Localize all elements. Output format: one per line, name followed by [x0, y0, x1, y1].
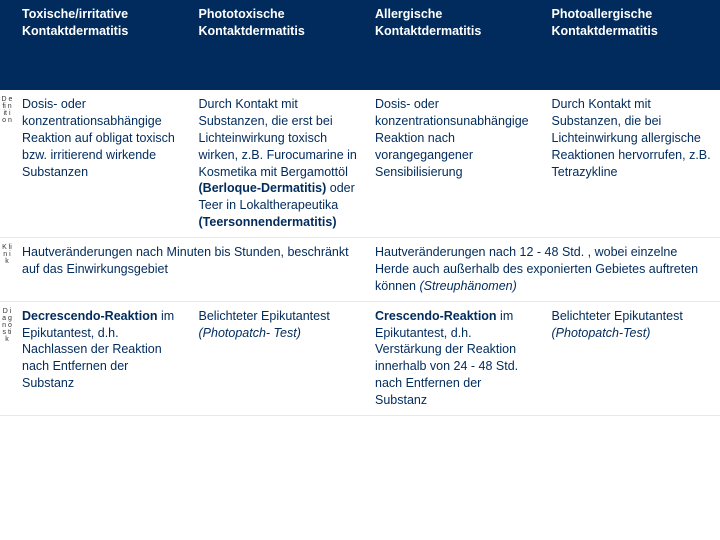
diagnostik-c1-bold: Decrescendo-Reaktion [22, 309, 157, 323]
diagnostik-c4-text: Belichteter Epikutantest [552, 309, 683, 323]
diagnostik-c2-text: Belichteter Epikutantest [199, 309, 330, 323]
diagnostik-c3-text: im Epikutantest, d.h. Verstärkung der Re… [375, 309, 518, 407]
definition-c2: Durch Kontakt mit Substanzen, die erst b… [191, 90, 368, 238]
header-col4: Photoallergische Kontaktdermatitis [544, 0, 720, 90]
definition-c3: Dosis- oder konzentrationsunabhängige Re… [367, 90, 544, 238]
definition-c1: Dosis- oder konzentrationsabhängige Reak… [14, 90, 191, 238]
diagnostik-c3: Crescendo-Reaktion im Epikutantest, d.h.… [367, 301, 544, 415]
row-klinik: K li n i k Hautveränderungen nach Minute… [0, 238, 720, 302]
comparison-table: Toxische/irritative Kontaktdermatitis Ph… [0, 0, 720, 416]
row-diagnostik: D i a g n o s ti k Decrescendo-Reaktion … [0, 301, 720, 415]
diagnostik-c1: Decrescendo-Reaktion im Epikutantest, d.… [14, 301, 191, 415]
definition-c2-text-a: Durch Kontakt mit Substanzen, die erst b… [199, 97, 357, 179]
klinik-right-b: (Streuphänomen) [419, 279, 516, 293]
side-klinik: K li n i k [0, 238, 14, 302]
definition-c2-bold-d: (Teersonnendermatitis) [199, 215, 337, 229]
klinik-left: Hautveränderungen nach Minuten bis Stund… [14, 238, 367, 302]
diagnostik-c2: Belichteter Epikutantest (Photopatch- Te… [191, 301, 368, 415]
diagnostik-c4-italic: (Photopatch-Test) [552, 326, 651, 340]
row-definition: D e fi n it i o n Dosis- oder konzentrat… [0, 90, 720, 238]
header-col1: Toxische/irritative Kontaktdermatitis [14, 0, 191, 90]
definition-c2-bold-b: (Berloque-Dermatitis) [199, 181, 327, 195]
side-diagnostik: D i a g n o s ti k [0, 301, 14, 415]
header-col3: Allergische Kontaktdermatitis [367, 0, 544, 90]
header-col2: Phototoxische Kontaktdermatitis [191, 0, 368, 90]
diagnostik-c3-bold: Crescendo-Reaktion [375, 309, 497, 323]
header-side [0, 0, 14, 90]
klinik-right: Hautveränderungen nach 12 - 48 Std. , wo… [367, 238, 720, 302]
diagnostik-c4: Belichteter Epikutantest (Photopatch-Tes… [544, 301, 720, 415]
definition-c4: Durch Kontakt mit Substanzen, die bei Li… [544, 90, 720, 238]
side-definition: D e fi n it i o n [0, 90, 14, 238]
header-row: Toxische/irritative Kontaktdermatitis Ph… [0, 0, 720, 90]
diagnostik-c2-italic: (Photopatch- Test) [199, 326, 301, 340]
